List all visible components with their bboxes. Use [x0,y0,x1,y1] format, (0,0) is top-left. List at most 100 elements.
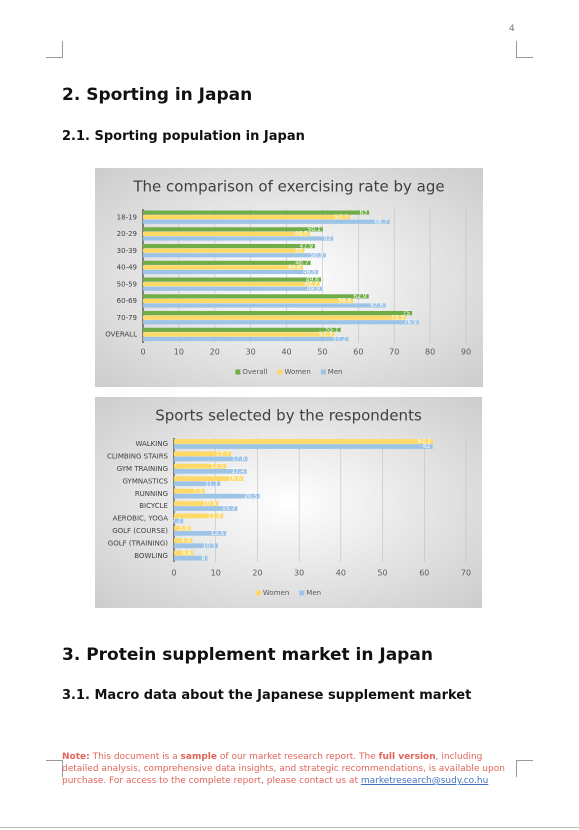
x-tick-label: 50 [377,569,387,578]
data-label: 11.1 [205,480,219,487]
corner-mark [46,760,63,777]
x-tick-label: 70 [389,348,399,357]
data-label: 13.7 [216,451,230,458]
data-label: 44.6 [288,264,302,271]
data-label: 68.7 [374,218,388,225]
bar [174,488,205,494]
y-tick-label: GYMNASTICS [122,477,168,485]
data-label: 12.5 [211,530,225,537]
bar [174,463,227,469]
bar [143,277,322,282]
subheading: 3.1. Macro data about the Japanese suppl… [62,688,472,703]
x-tick-label: 80 [425,348,435,357]
corner-mark [516,41,533,58]
bar [174,481,221,487]
data-label: 58.6 [338,298,352,305]
data-label: 62.1 [418,438,432,445]
bar [143,215,351,220]
data-label: 8 [202,555,206,562]
data-label: 7.3 [193,488,203,495]
data-label: 4.6 [182,550,192,557]
bar [143,311,413,316]
y-tick-label: WALKING [135,440,168,448]
corner-mark [516,760,533,777]
data-label: 47.9 [300,243,314,250]
data-label: 2.2 [172,518,182,525]
x-tick-label: 0 [140,348,145,357]
data-label: 49.2 [304,281,318,288]
bar [143,227,323,232]
email-link[interactable]: marketresearch@sudy.co.hu [360,776,489,786]
data-label: 57.7 [335,214,349,221]
bar [143,286,323,291]
y-tick-label: 50-59 [117,280,137,288]
chart: Sports selected by the respondents 0 10 20 3… [95,397,482,608]
page-number: 4 [509,24,515,34]
bar [143,303,386,308]
bar [174,518,184,524]
data-label: 4.4 [181,537,191,544]
y-tick-label: 40-49 [117,264,137,272]
data-label: 49.6 [306,276,320,283]
data-label: 49.9 [307,285,321,292]
data-label: 15.2 [222,505,236,512]
corner-mark [46,41,63,58]
legend-label: Women [263,589,289,597]
data-label: 10.5 [202,542,216,549]
x-tick-label: 30 [294,569,304,578]
data-label: 63 [359,209,367,216]
bar [143,320,419,325]
note: Note: This document is a sample of our m… [62,751,512,787]
y-tick-label: 20-29 [117,230,137,238]
bar [143,282,320,287]
data-label: 3.9 [179,525,189,532]
data-label: 50.9 [310,252,324,259]
data-label: 75 [403,310,411,317]
x-tick-label: 60 [419,569,429,578]
legend-label: Men [328,368,343,376]
bar [143,244,315,249]
data-label: 53.3 [319,331,333,338]
data-label: 53 [324,235,332,242]
bar [143,294,369,299]
data-label: 46.7 [295,260,309,267]
data-label: 11.8 [208,513,222,520]
y-tick-label: AEROBIC, YOGA [113,515,169,523]
x-tick-label: 30 [246,348,256,357]
bar [143,231,310,237]
bar [174,501,219,506]
bar [174,513,224,519]
y-tick-label: CLIMBING STAIRS [107,453,169,461]
bar [143,315,407,320]
bar [143,265,304,270]
chart-background [95,168,483,387]
bar [174,469,247,474]
bar [143,332,335,337]
y-tick-label: BOWLING [134,552,168,560]
bar [174,456,248,462]
data-label: 20.5 [244,493,258,500]
note-text: of our market research report. The [217,752,379,762]
data-label: 48.8 [303,269,317,276]
note-bold: full version [378,752,436,762]
bar [174,555,208,561]
y-tick-label: 30-39 [117,247,137,255]
bar [174,543,218,549]
x-tick-label: 10 [211,569,221,578]
bar [143,210,370,215]
data-label: 62 [423,443,431,450]
data-label: 17.4 [231,468,245,475]
data-label: 16.6 [228,475,242,482]
y-tick-label: GYM TRAINING [117,465,168,473]
data-label: 67.6 [370,302,384,309]
y-tick-label: 18-19 [117,213,137,221]
data-label: 76.9 [404,319,418,326]
legend-swatch [299,590,305,596]
bar [174,531,227,536]
legend-swatch [320,369,326,375]
y-tick-label: BICYCLE [139,502,168,510]
page-edge [0,827,579,828]
data-label: 50.1 [307,226,321,233]
note-bold: sample [180,752,217,762]
